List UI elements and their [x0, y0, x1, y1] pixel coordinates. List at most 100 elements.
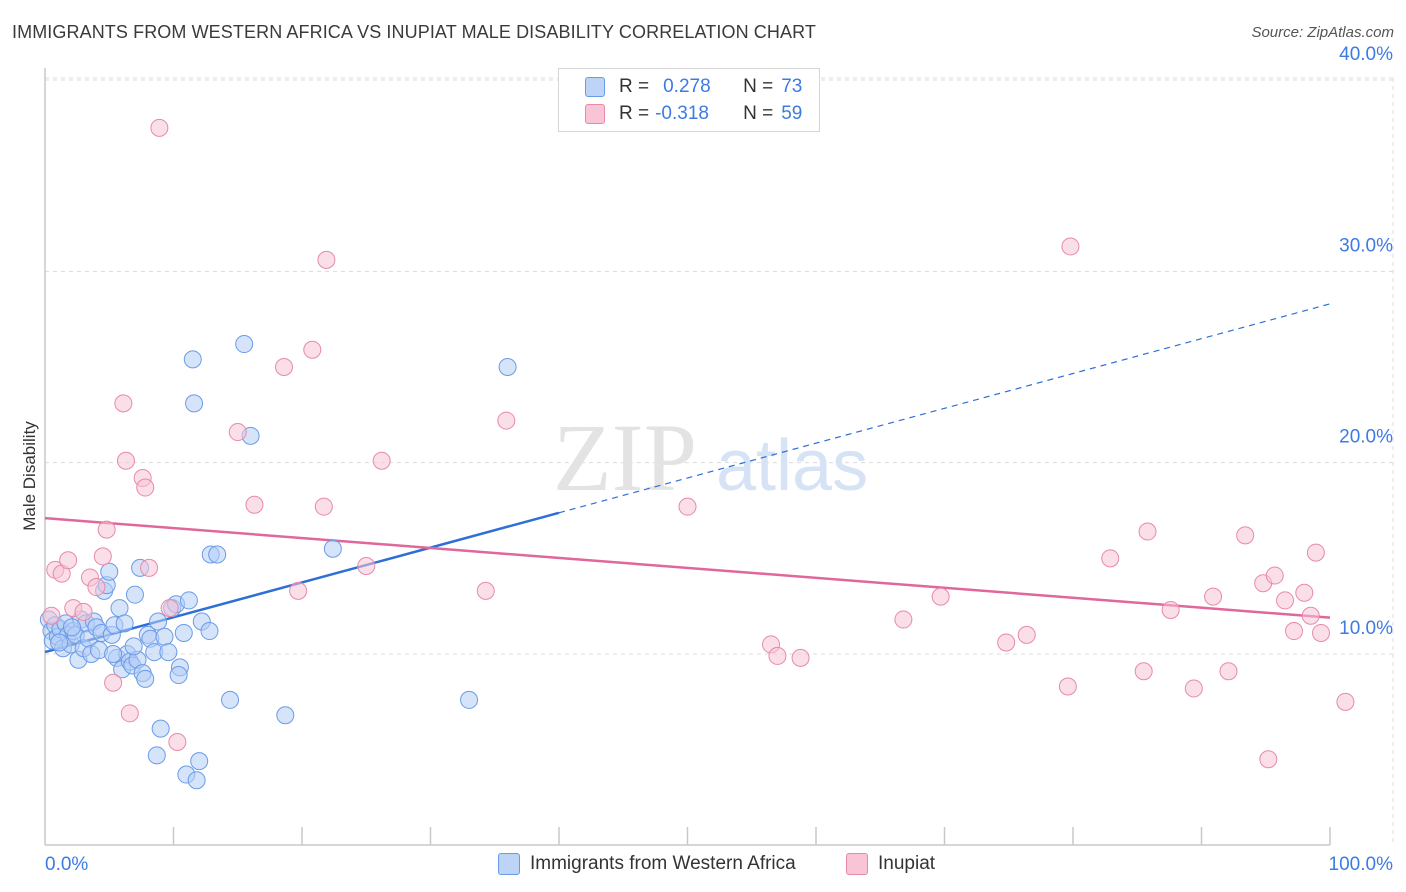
point-inupiat	[1061, 237, 1080, 256]
point-inupiat	[97, 520, 116, 539]
point-inupiat	[228, 423, 247, 442]
x-tick-label: 100.0%	[1329, 854, 1394, 875]
y-tick-label: 10.0%	[1339, 618, 1393, 639]
point-inupiat	[275, 358, 294, 376]
point-immigrants	[183, 350, 202, 369]
point-immigrants	[276, 706, 295, 725]
point-immigrants	[323, 539, 342, 558]
point-inupiat	[372, 451, 391, 470]
point-inupiat	[289, 581, 308, 600]
y-axis-label: Male Disability	[20, 421, 39, 531]
point-immigrants	[151, 719, 170, 738]
point-immigrants	[125, 585, 144, 604]
legend-row-blue: R = 0.278 N = 73	[585, 75, 802, 99]
legend-label-immigrants: Immigrants from Western Africa	[530, 853, 796, 874]
point-immigrants	[498, 358, 517, 376]
trend-line-immigrants-extension	[558, 303, 1331, 514]
legend-item-inupiat: Inupiat	[846, 852, 935, 876]
source-label: Source: ZipAtlas.com	[1251, 24, 1394, 41]
point-inupiat	[1017, 625, 1036, 644]
legend-swatch-blue	[585, 77, 605, 97]
point-immigrants	[174, 623, 193, 642]
point-inupiat	[997, 633, 1016, 652]
point-inupiat	[476, 581, 495, 600]
point-inupiat	[160, 599, 179, 618]
legend-swatch-pink	[585, 104, 605, 124]
x-tick-label: 0.0%	[45, 854, 88, 875]
point-inupiat	[1276, 591, 1295, 610]
point-inupiat	[317, 250, 336, 269]
legend-r-value: -0.318	[655, 103, 709, 124]
point-immigrants	[50, 633, 69, 652]
point-inupiat	[497, 411, 516, 430]
legend-item-immigrants: Immigrants from Western Africa	[498, 852, 796, 876]
point-immigrants	[155, 627, 174, 646]
legend-swatch-pink	[846, 853, 868, 875]
trend-line-inupiat	[44, 516, 1331, 619]
legend-n-value: 73	[781, 76, 803, 97]
data-points	[39, 118, 1355, 790]
point-inupiat	[42, 606, 61, 625]
legend-n-label: N =	[743, 103, 774, 124]
point-inupiat	[1295, 583, 1314, 602]
point-inupiat	[1101, 549, 1120, 568]
point-inupiat	[1138, 522, 1157, 541]
point-inupiat	[120, 704, 139, 723]
point-inupiat	[1285, 622, 1304, 641]
watermark: ZIP atlas	[553, 404, 868, 511]
point-immigrants	[115, 614, 134, 633]
point-inupiat	[74, 602, 93, 621]
point-inupiat	[1219, 662, 1238, 681]
y-tick-label: 40.0%	[1339, 44, 1393, 65]
legend-r-value: 0.278	[663, 76, 711, 97]
point-inupiat	[104, 673, 123, 692]
point-inupiat	[168, 733, 187, 752]
point-immigrants	[460, 690, 479, 709]
legend-r-label: R =	[619, 103, 650, 124]
point-inupiat	[93, 547, 112, 566]
point-immigrants	[221, 690, 240, 709]
point-inupiat	[1058, 677, 1077, 696]
point-immigrants	[62, 618, 81, 637]
point-inupiat	[1204, 587, 1223, 606]
point-immigrants	[179, 591, 198, 610]
point-immigrants	[208, 545, 227, 564]
point-immigrants	[149, 612, 168, 631]
legend-row-pink: R = -0.318 N = 59	[585, 102, 802, 126]
legend-r-label: R =	[619, 76, 650, 97]
point-inupiat	[894, 610, 913, 629]
legend-n-label: N =	[743, 76, 774, 97]
point-inupiat	[1306, 543, 1325, 562]
point-immigrants	[169, 666, 188, 685]
correlation-legend: R = 0.278 N = 73 R = -0.318 N = 59	[558, 68, 820, 132]
point-inupiat	[245, 495, 264, 514]
y-tick-label: 20.0%	[1339, 427, 1393, 448]
point-inupiat	[1184, 679, 1203, 698]
tick-labels: 10.0% 20.0% 30.0% 40.0% 0.0% 100.0%	[45, 44, 1393, 875]
point-immigrants	[136, 669, 155, 688]
point-immigrants	[187, 771, 206, 790]
point-immigrants	[147, 746, 166, 765]
point-inupiat	[1336, 692, 1355, 711]
point-inupiat	[791, 648, 810, 667]
point-immigrants	[104, 645, 123, 663]
watermark-zip: ZIP	[553, 404, 697, 511]
chart-title: IMMIGRANTS FROM WESTERN AFRICA VS INUPIA…	[12, 22, 816, 42]
watermark-atlas: atlas	[716, 426, 868, 506]
point-inupiat	[678, 497, 697, 516]
point-inupiat	[1312, 623, 1331, 642]
point-immigrants	[200, 622, 219, 641]
point-immigrants	[190, 752, 209, 771]
point-immigrants	[100, 562, 119, 581]
legend-n-value: 59	[781, 103, 803, 124]
point-inupiat	[87, 578, 106, 597]
axes	[44, 68, 1331, 846]
point-inupiat	[357, 556, 376, 575]
point-inupiat	[931, 587, 950, 606]
point-inupiat	[303, 340, 322, 359]
point-inupiat	[768, 646, 787, 665]
point-immigrants	[159, 643, 178, 662]
trend-lines	[44, 303, 1331, 654]
legend-swatch-blue	[498, 853, 520, 875]
